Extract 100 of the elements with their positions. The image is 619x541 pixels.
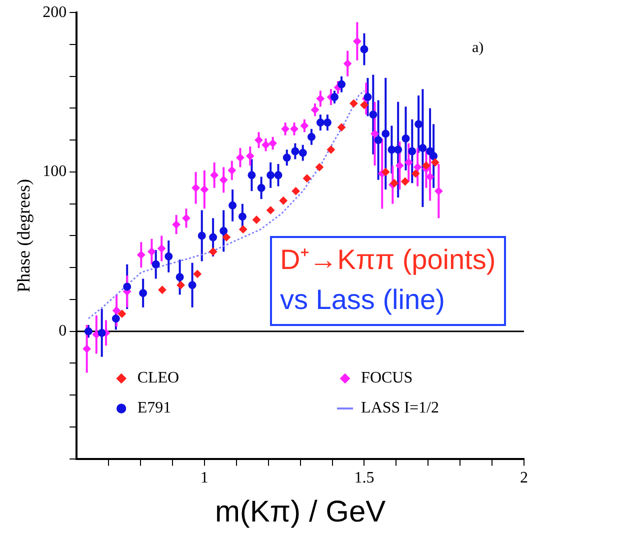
y-tick-label: 100 — [42, 163, 67, 180]
point — [188, 281, 196, 290]
point — [353, 37, 362, 46]
point — [266, 206, 275, 214]
point — [148, 248, 156, 256]
point — [338, 123, 346, 132]
point — [192, 184, 200, 192]
point — [209, 233, 218, 242]
point — [254, 136, 263, 144]
point — [330, 93, 338, 102]
point — [246, 152, 254, 160]
point — [281, 124, 290, 133]
point — [164, 252, 173, 260]
point — [266, 171, 275, 180]
point — [401, 178, 410, 186]
x-tick-label: 1.5 — [354, 470, 374, 487]
point — [408, 147, 416, 156]
point — [300, 122, 308, 130]
point — [323, 118, 332, 127]
annotation: a) — [472, 40, 484, 57]
point — [274, 171, 282, 180]
point — [404, 158, 413, 166]
point — [418, 144, 427, 152]
point — [139, 289, 148, 298]
point — [268, 139, 277, 148]
point — [220, 176, 228, 184]
point — [396, 162, 404, 170]
point — [193, 270, 202, 278]
point — [198, 232, 206, 240]
legend-label: FOCUS — [361, 370, 413, 387]
point — [311, 106, 319, 114]
point — [316, 118, 324, 127]
point — [292, 187, 300, 196]
point — [82, 344, 91, 353]
x-axis-title: m(Kπ) / GeV — [214, 495, 386, 528]
point — [307, 132, 316, 141]
point — [282, 154, 291, 162]
point — [316, 94, 324, 103]
point — [158, 286, 166, 294]
point — [344, 60, 352, 68]
point — [426, 172, 434, 181]
point — [252, 216, 261, 224]
point — [228, 166, 236, 174]
point — [152, 260, 160, 268]
annotation: D⁺→Kππ (points) — [280, 243, 496, 277]
legend-label: E791 — [137, 400, 172, 417]
point — [210, 171, 218, 180]
point — [414, 163, 422, 172]
point — [172, 220, 180, 229]
point — [303, 174, 312, 182]
point — [238, 212, 246, 221]
point — [158, 244, 166, 252]
y-axis-title: Phase (degrees) — [14, 178, 34, 292]
point — [112, 306, 121, 315]
point — [228, 201, 237, 210]
point — [279, 196, 288, 205]
point — [382, 130, 390, 138]
point — [222, 233, 230, 242]
point — [182, 214, 190, 222]
y-tick-label: 200 — [42, 4, 67, 21]
point — [200, 185, 208, 194]
point — [394, 146, 402, 154]
point — [360, 101, 368, 110]
point — [374, 136, 382, 144]
point — [137, 250, 146, 259]
point — [298, 148, 307, 157]
point — [209, 248, 218, 256]
point — [257, 184, 266, 192]
legend-label: LASS I=1/2 — [361, 400, 439, 417]
point — [118, 310, 126, 318]
point — [414, 120, 423, 128]
point — [112, 314, 120, 323]
point — [338, 80, 346, 88]
point — [239, 225, 248, 234]
y-tick-label: 0 — [58, 322, 67, 340]
point — [176, 273, 184, 282]
point — [291, 147, 300, 156]
point — [360, 45, 368, 54]
point — [388, 146, 396, 154]
point — [369, 110, 378, 119]
point — [382, 168, 390, 176]
point — [98, 328, 106, 337]
point — [402, 134, 410, 142]
point — [422, 162, 430, 170]
point — [315, 163, 324, 172]
annotation: vs Lass (line) — [280, 283, 446, 317]
point — [176, 281, 185, 290]
point — [431, 158, 440, 166]
point — [430, 152, 438, 160]
point — [262, 140, 270, 149]
point — [248, 171, 256, 180]
point — [236, 154, 244, 162]
x-tick-label: 1 — [200, 470, 208, 487]
point — [350, 99, 358, 108]
point — [220, 226, 228, 235]
point — [434, 187, 443, 196]
point — [370, 130, 379, 138]
legend-label: CLEO — [137, 370, 180, 387]
point — [326, 146, 335, 154]
point — [412, 170, 420, 178]
